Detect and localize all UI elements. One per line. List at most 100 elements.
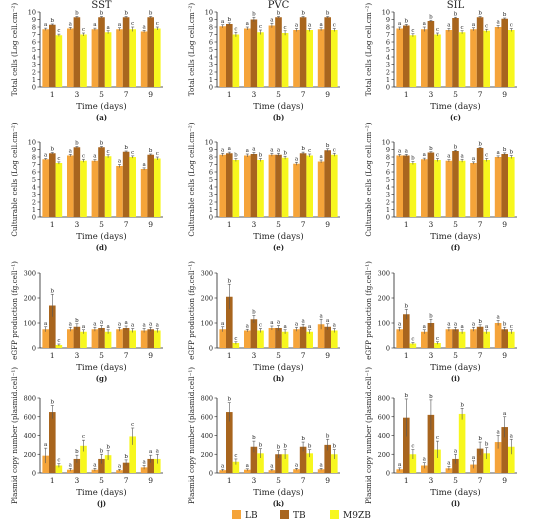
- significance-letter: a: [496, 430, 500, 436]
- significance-letter: b: [503, 321, 507, 327]
- significance-letter: c: [156, 21, 159, 27]
- bar-lb-day-3: [67, 469, 74, 473]
- significance-letter: a: [118, 22, 122, 28]
- bar-m9zb-day-7: [129, 29, 136, 87]
- y-tick-label: 5: [209, 46, 213, 54]
- y-tick-label: 200: [378, 451, 390, 459]
- significance-letter: b: [411, 156, 415, 162]
- y-tick-label: 200: [24, 295, 36, 303]
- significance-letter: c: [131, 150, 134, 156]
- x-tick-label: 7: [124, 351, 129, 360]
- bar-m9zb-day-9: [508, 30, 515, 87]
- significance-letter: a: [246, 148, 250, 154]
- significance-letter: c: [259, 24, 262, 30]
- significance-letter: b: [283, 444, 287, 450]
- y-tick-label: 5: [386, 176, 390, 184]
- x-tick-label: 5: [99, 476, 104, 485]
- y-tick-label: 0: [386, 84, 390, 92]
- significance-letter: b: [124, 145, 128, 151]
- significance-letter: b: [326, 433, 330, 439]
- significance-letter: c: [411, 337, 414, 343]
- significance-letter: b: [478, 436, 482, 442]
- significance-letter: c: [411, 444, 414, 450]
- x-tick-label: 5: [99, 351, 104, 360]
- bar-m9zb-day-3: [80, 331, 87, 348]
- y-tick-label: 0: [209, 214, 213, 222]
- chart-panel-h: 0 100 200 300 eGFP production (fg.cell⁻¹) a b c…: [187, 261, 340, 383]
- x-tick-label: 3: [429, 220, 434, 229]
- bar-tb-day-9: [501, 427, 508, 473]
- bar-lb-day-7: [293, 469, 300, 473]
- x-tick-label: 7: [301, 90, 306, 99]
- panel-label: (e): [273, 243, 284, 252]
- bar-tb-day-3: [250, 319, 258, 348]
- significance-letter: a: [228, 146, 232, 152]
- bar-tb-day-1: [403, 314, 410, 348]
- bar-tb-day-3: [73, 326, 81, 348]
- bar-lb-day-7: [293, 163, 300, 217]
- significance-letter: a: [221, 321, 225, 327]
- significance-letter: a: [423, 21, 427, 27]
- x-tick-label: 7: [301, 220, 306, 229]
- x-tick-label: 5: [276, 90, 281, 99]
- bar-lb-day-9: [317, 469, 325, 473]
- x-axis-label: Time (days): [76, 101, 127, 112]
- bar-m9zb-day-7: [129, 330, 136, 348]
- significance-letter: a: [93, 462, 97, 468]
- y-tick-label: 1: [386, 76, 390, 84]
- x-axis-label: Time (days): [430, 362, 481, 373]
- significance-letter: b: [510, 150, 514, 156]
- x-axis-label: Time (days): [253, 231, 304, 242]
- bar-m9zb-day-1: [409, 163, 417, 217]
- x-axis-label: Time (days): [253, 101, 304, 112]
- bar-lb-day-1: [396, 155, 403, 217]
- y-tick-label: 3: [32, 191, 36, 199]
- panel-title: PVC: [268, 0, 290, 11]
- significance-letter: a: [118, 463, 122, 469]
- significance-letter: b: [485, 442, 489, 448]
- bar-m9zb-day-3: [80, 160, 87, 217]
- significance-letter: a: [44, 321, 48, 327]
- bar-lb-day-1: [219, 154, 226, 217]
- significance-letter: a: [398, 462, 402, 468]
- x-tick-label: 7: [301, 476, 306, 485]
- y-tick-label: 300: [201, 270, 213, 278]
- significance-letter: c: [436, 435, 439, 441]
- bar-tb-day-3: [427, 152, 435, 217]
- significance-letter: c: [411, 28, 414, 34]
- bar-lb-day-9: [494, 27, 502, 87]
- significance-letter: a: [221, 147, 225, 153]
- bar-lb-day-1: [396, 329, 403, 348]
- x-axis-label: Time (days): [76, 487, 127, 498]
- y-tick-label: 0: [32, 470, 36, 478]
- significance-letter: b: [228, 17, 232, 23]
- y-tick-label: 7: [209, 161, 213, 169]
- y-tick-label: 2: [386, 69, 390, 77]
- significance-letter: a: [398, 321, 402, 327]
- bar-m9zb-day-5: [458, 331, 466, 348]
- x-tick-label: 5: [276, 351, 281, 360]
- significance-letter: c: [510, 23, 513, 29]
- panel-label: (f): [451, 243, 461, 252]
- y-tick-label: 600: [24, 413, 36, 421]
- significance-letter: b: [75, 318, 79, 324]
- bar-tb-day-7: [122, 462, 130, 473]
- x-tick-label: 5: [453, 90, 458, 99]
- significance-letter: c: [485, 153, 488, 159]
- y-tick-label: 4: [209, 184, 213, 192]
- significance-letter: a: [69, 148, 73, 154]
- significance-letter: b: [51, 288, 55, 294]
- bar-lb-day-5: [268, 154, 276, 217]
- y-tick-label: 5: [32, 176, 36, 184]
- y-tick-label: 0: [209, 84, 213, 92]
- bar-m9zb-day-5: [104, 32, 112, 87]
- bar-lb-day-7: [470, 29, 477, 87]
- significance-letter: b: [333, 444, 337, 450]
- panel-title: SST: [91, 0, 112, 11]
- bar-m9zb-day-9: [154, 158, 161, 217]
- bar-tb-day-9: [501, 329, 508, 348]
- significance-letter: b: [301, 436, 305, 442]
- y-tick-label: 3: [32, 61, 36, 69]
- x-tick-label: 1: [227, 476, 232, 485]
